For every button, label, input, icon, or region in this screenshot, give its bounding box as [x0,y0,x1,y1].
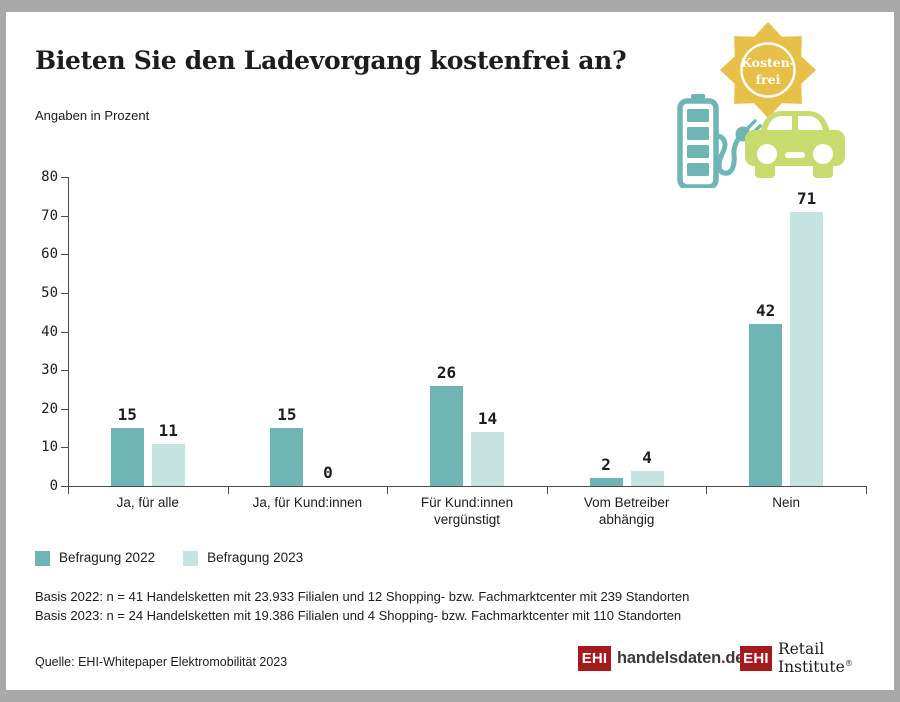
bar-befragung-2023 [471,431,504,486]
y-tick [61,215,68,217]
y-tick [61,292,68,294]
bar-value-label: 0 [323,463,333,482]
source-line: Quelle: EHI-Whitepaper Elektromobilität … [35,655,288,669]
legend-item: Befragung 2023 [183,550,303,566]
y-tick-label: 50 [41,284,58,301]
ehi-handelsdaten-logo: EHI handelsdaten.de [578,645,744,671]
y-tick-label: 0 [49,478,58,494]
bar-value-label: 26 [436,362,457,382]
x-tick [866,487,867,494]
bar-value-label: 15 [277,405,297,425]
badge-text-line1: Kosten- [741,55,795,70]
chart-legend: Befragung 2022 Befragung 2023 [35,550,303,566]
y-tick-label: 30 [41,362,58,379]
legend-swatch [183,550,199,566]
frame-bottom [0,690,900,702]
bar-value-label: 42 [756,300,776,320]
y-tick [61,447,68,449]
legend-label: Befragung 2022 [59,550,156,565]
x-tick [227,487,229,494]
frame-right [894,0,900,702]
registered-mark: ® [844,658,853,668]
handelsdaten-dot: . [720,648,726,667]
handelsdaten-logo-text: handelsdaten.de [617,649,744,668]
x-category-label: Nein [772,495,801,510]
frame-left [0,0,6,702]
bar-value-label: 2 [601,455,611,475]
kostenfrei-illustration: Kosten- frei [677,22,845,188]
bar-befragung-2022 [749,323,783,486]
legend-swatch [35,550,50,566]
y-axis [68,177,69,486]
bar-value-label: 4 [642,447,652,467]
retail-institute-name: Retail Institute [777,640,845,676]
y-tick-label: 20 [41,400,58,417]
page-title: Bieten Sie den Ladevorgang kostenfrei an… [35,46,627,75]
basis-footnotes: Basis 2022: n = 41 Handelsketten mit 23.… [35,588,689,625]
legend-item: Befragung 2022 [35,550,155,566]
sun-kostenfrei-badge: Kosten- frei [720,22,816,118]
bar-value-label: 11 [158,420,178,440]
bar-befragung-2023 [790,211,824,486]
bar-befragung-2022 [270,428,304,486]
bar-befragung-2023 [151,443,185,486]
x-tick [706,487,708,494]
y-tick [61,177,68,178]
y-tick-label: 70 [41,207,58,224]
y-tick [61,408,68,410]
y-tick [61,486,68,487]
x-axis [68,486,867,487]
bar-value-label: 14 [477,408,498,428]
car-icon [745,111,845,178]
chart-unit-label: Angaben in Prozent [35,108,150,123]
bar-befragung-2022 [589,478,623,486]
retail-institute-logo-text: Retail Institute® [778,640,900,676]
y-tick [61,331,68,333]
badge-text-line2: frei [756,72,781,87]
bar-value-label: 71 [797,188,817,208]
x-tick [546,487,548,494]
bar-befragung-2023 [630,470,664,486]
x-category-label: Vom Betreiber abhängig [583,495,670,527]
x-category-label: Ja, für Kund:innen [252,495,363,510]
basis-2022-line: Basis 2022: n = 41 Handelsketten mit 23.… [35,589,690,604]
ehi-logo-box: EHI [740,645,772,671]
y-tick-label: 10 [41,439,58,456]
handelsdaten-tld: de [725,648,745,667]
frame-top [0,0,900,12]
y-tick [61,370,68,372]
bar-befragung-2022 [110,428,144,486]
x-tick [68,487,69,494]
basis-2023-line: Basis 2023: n = 24 Handelsketten mit 19.… [35,607,682,623]
bar-befragung-2022 [430,385,463,486]
ehi-retail-institute-logo: EHI Retail Institute® [740,640,900,676]
ehi-logo-box: EHI [578,645,611,671]
x-category-label: Für Kund:innen vergünstigt [420,495,514,527]
y-tick-label: 40 [41,323,58,340]
x-tick [387,487,389,494]
y-tick-label: 60 [41,246,58,263]
x-category-label: Ja, für alle [116,495,179,510]
bar-value-label: 15 [117,405,137,425]
legend-label: Befragung 2023 [207,550,304,565]
y-tick-label: 80 [41,169,58,185]
handelsdaten-name: handelsdaten [617,648,721,667]
y-tick [61,254,68,256]
